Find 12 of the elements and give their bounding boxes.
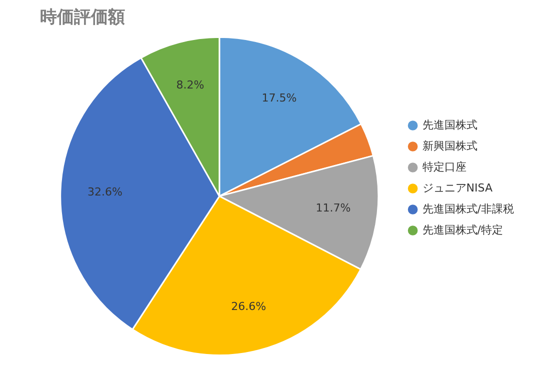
legend-label: 特定口座 bbox=[422, 160, 466, 174]
chart-title: 時価評価額 bbox=[40, 8, 125, 28]
data-label: 32.6% bbox=[87, 185, 122, 198]
legend-label: 新興国株式 bbox=[422, 139, 478, 152]
data-label: 26.6% bbox=[231, 300, 266, 313]
legend-label: 先進国株式 bbox=[422, 118, 478, 132]
legend-label: 先進国株式/非課税 bbox=[422, 202, 514, 216]
data-label: 8.2% bbox=[176, 78, 204, 92]
data-label: 11.7% bbox=[316, 202, 351, 215]
legend-label: ジュニアNISA bbox=[422, 181, 493, 194]
data-label: 17.5% bbox=[262, 91, 297, 104]
legend-label: 先進国株式/特定 bbox=[422, 223, 504, 236]
